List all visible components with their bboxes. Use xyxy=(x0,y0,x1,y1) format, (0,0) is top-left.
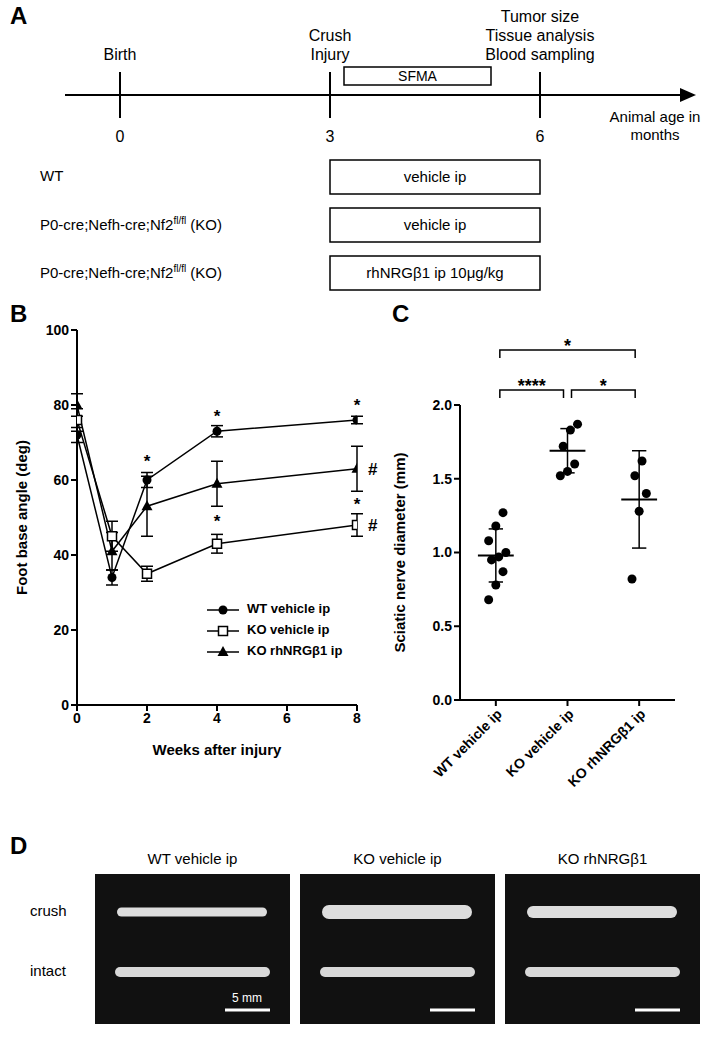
svg-text:*: * xyxy=(354,396,361,415)
html-text:Tissue analysis: Tissue analysis xyxy=(485,27,595,44)
svg-text:vehicle ip: vehicle ip xyxy=(404,168,467,185)
html-text:P0-cre;Nefh-cre;Nf2fl/fl(KO): P0-cre;Nefh-cre;Nf2fl/fl(KO) xyxy=(40,263,222,281)
svg-text:*: * xyxy=(354,495,361,514)
svg-text:100: 100 xyxy=(46,322,70,338)
html-text:KO rhNRGβ1 ip: KO rhNRGβ1 ip xyxy=(247,643,343,658)
html-text:KO rhNRGβ1: KO rhNRGβ1 xyxy=(557,850,648,867)
svg-text:vehicle ip: vehicle ip xyxy=(404,216,467,233)
svg-text:****: **** xyxy=(518,376,546,396)
svg-text:SFMA: SFMA xyxy=(398,68,438,84)
html-text:crush: crush xyxy=(30,902,67,919)
svg-text:80: 80 xyxy=(53,397,69,413)
svg-text:2.0: 2.0 xyxy=(433,397,453,413)
svg-text:4: 4 xyxy=(213,710,221,726)
html-text:WT: WT xyxy=(40,167,64,184)
svg-text:6: 6 xyxy=(283,710,291,726)
html-text:Crush Injury: Crush Injury xyxy=(308,27,352,63)
svg-text:Weeks after injury: Weeks after injury xyxy=(153,741,283,758)
svg-text:#: # xyxy=(368,460,378,479)
html-text:KO vehicle ip: KO vehicle ip xyxy=(353,850,442,867)
svg-text:3: 3 xyxy=(326,128,335,145)
html-text:C: C xyxy=(392,300,410,327)
svg-text:*: * xyxy=(214,407,221,426)
svg-text:*: * xyxy=(144,452,151,471)
html-text:KO vehicle ip: KO vehicle ip xyxy=(247,622,330,637)
svg-text:KO rhNRGβ1 ip: KO rhNRGβ1 ip xyxy=(564,706,648,790)
svg-text:*: * xyxy=(564,336,571,356)
svg-text:1.0: 1.0 xyxy=(433,544,453,560)
svg-text:Sciatic nerve diameter (mm): Sciatic nerve diameter (mm) xyxy=(391,452,408,652)
svg-text:*: * xyxy=(600,376,607,396)
svg-text:1.5: 1.5 xyxy=(433,471,453,487)
html-text:Tumor size: Tumor size xyxy=(500,8,580,25)
svg-text:2: 2 xyxy=(143,710,151,726)
svg-text:5 mm: 5 mm xyxy=(232,991,262,1005)
svg-text:6: 6 xyxy=(536,128,545,145)
html-text:B: B xyxy=(10,300,28,327)
html-text:D: D xyxy=(10,832,28,859)
html-text:Animal age in months: Animal age in months xyxy=(609,108,701,143)
svg-text:0: 0 xyxy=(73,710,81,726)
svg-text:#: # xyxy=(368,516,378,535)
svg-text:WT vehicle ip: WT vehicle ip xyxy=(430,706,505,781)
svg-text:40: 40 xyxy=(53,547,69,563)
svg-text:Foot base angle (deg): Foot base angle (deg) xyxy=(13,440,30,595)
svg-text:0: 0 xyxy=(116,128,125,145)
html-text:Blood sampling: Blood sampling xyxy=(485,46,595,63)
html-text:WT vehicle ip: WT vehicle ip xyxy=(147,850,238,867)
svg-text:0.0: 0.0 xyxy=(433,692,453,708)
html-text:Birth: Birth xyxy=(103,46,137,63)
svg-text:8: 8 xyxy=(353,710,361,726)
html-text:P0-cre;Nefh-cre;Nf2fl/fl(KO): P0-cre;Nefh-cre;Nf2fl/fl(KO) xyxy=(40,215,222,233)
svg-text:0: 0 xyxy=(61,697,69,713)
svg-text:rhNRGβ1 ip 10μg/kg: rhNRGβ1 ip 10μg/kg xyxy=(366,264,503,281)
html-text:A: A xyxy=(10,2,28,29)
svg-text:60: 60 xyxy=(53,472,69,488)
svg-text:20: 20 xyxy=(53,622,69,638)
svg-text:0.5: 0.5 xyxy=(433,618,453,634)
svg-text:*: * xyxy=(214,512,221,531)
html-text:WT vehicle ip: WT vehicle ip xyxy=(247,601,331,616)
svg-text:KO vehicle ip: KO vehicle ip xyxy=(503,706,577,780)
html-text:intact: intact xyxy=(30,962,66,979)
